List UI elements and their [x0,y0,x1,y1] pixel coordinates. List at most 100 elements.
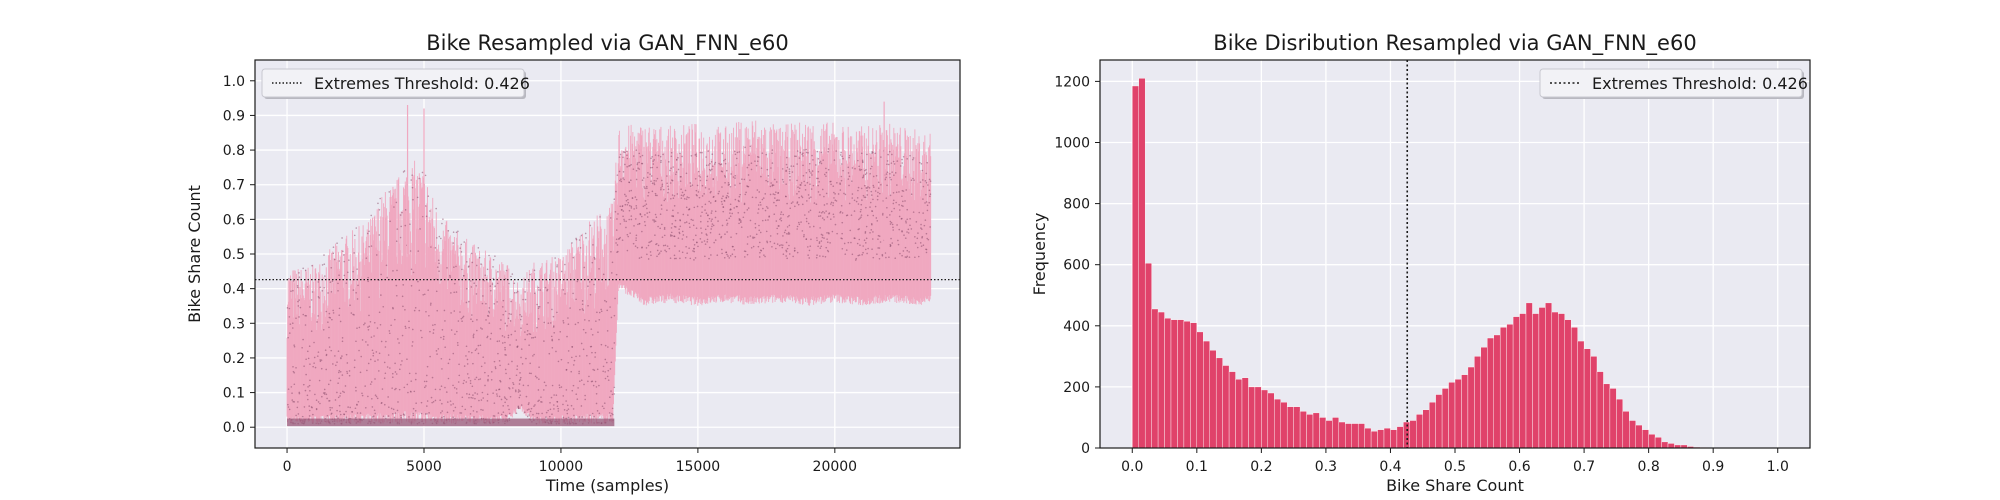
series-point [654,154,657,156]
series-point [704,243,707,245]
series-point [805,151,808,154]
series-point [311,291,314,293]
series-point [704,186,707,189]
series-point [537,286,540,289]
series-point [888,256,890,259]
series-point [749,179,751,181]
series-point [766,207,769,209]
series-point [886,171,889,174]
series-point [457,344,459,346]
series-point [764,193,767,195]
series-point [772,184,775,186]
series-point [823,195,825,198]
series-point [860,152,863,155]
series-point [886,216,888,219]
series-point [469,280,472,282]
series-point [679,176,682,178]
series-point [353,366,356,369]
series-point [336,391,338,394]
series-point [856,242,859,245]
series-point [781,246,784,249]
series-point [562,320,565,322]
series-point [396,269,398,272]
series-point [292,370,295,373]
series-point [733,248,736,251]
series-point [728,257,731,259]
chart-title: Bike Resampled via GAN_FNN_e60 [426,31,788,56]
series-point [351,411,354,413]
series-point [762,247,765,250]
series-point [492,415,495,417]
histogram-bar [1261,389,1269,449]
series-point [472,333,475,336]
series-point [625,195,627,197]
series-point [789,179,791,181]
series-point [440,357,443,360]
series-point [809,226,811,228]
histogram-bar [1416,414,1423,449]
series-point [811,154,813,157]
series-point [651,190,654,193]
series-point [547,409,549,412]
series-point [383,361,386,364]
series-point [441,368,443,370]
series-point [518,383,521,385]
series-point [877,234,880,237]
series-point [354,386,357,389]
series-point [490,289,492,292]
series-point [576,280,579,283]
series-point [794,155,796,157]
series-point [637,167,639,169]
series-point [446,411,449,414]
series-point [299,306,302,309]
series-point [646,253,648,256]
series-point [898,191,900,193]
series-point [851,193,854,195]
series-point [713,163,716,165]
series-point [785,250,788,253]
series-point [609,368,612,370]
series-point [870,190,873,193]
series-point [426,365,429,368]
series-point [543,321,546,324]
series-point [550,335,553,338]
series-point [373,335,375,337]
series-point [350,312,353,314]
series-point [489,338,492,340]
series-point [598,384,600,387]
series-point [408,416,410,418]
series-point [797,186,799,188]
series-point [596,368,599,371]
series-point [574,323,577,326]
series-point [517,406,520,408]
histogram-bar [1474,356,1482,449]
series-point [681,238,684,240]
series-point [734,198,737,201]
series-point [892,226,894,229]
series-point [749,145,752,148]
series-point [317,351,320,353]
series-point [725,251,727,254]
series-point [469,382,472,385]
series-point [663,226,666,229]
series-point [520,404,523,406]
series-point [450,312,452,314]
series-point [570,404,573,407]
series-point [630,163,632,166]
series-point [685,245,687,248]
series-point [734,150,736,153]
series-point [461,405,464,408]
series-point [349,406,352,409]
series-point [830,180,832,183]
series-point [463,241,466,243]
histogram-bar [1577,340,1585,449]
series-point [504,341,506,344]
series-point [431,401,433,404]
series-point [302,313,305,316]
histogram-bar [1274,398,1281,449]
series-point [434,388,437,391]
series-point [611,412,613,415]
series-point [756,189,759,191]
series-point [345,410,347,413]
series-point [626,154,628,156]
